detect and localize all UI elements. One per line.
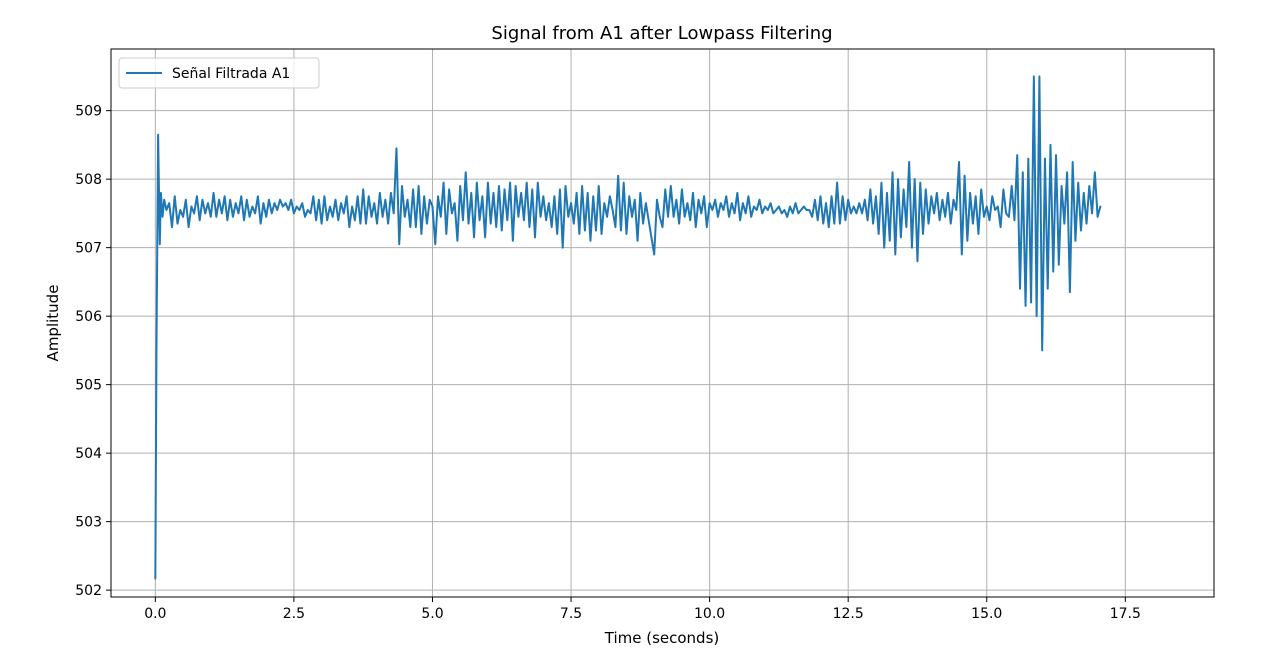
y-tick-label: 508 [75,172,102,188]
legend-label: Señal Filtrada A1 [172,66,290,82]
x-tick-label: 15.0 [971,606,1002,622]
x-tick-label: 12.5 [833,606,864,622]
y-gridlines [111,110,1214,591]
plot-frame [110,48,1215,598]
chart-title: Signal from A1 after Lowpass Filtering [491,23,832,44]
x-tick-label: 5.0 [421,606,443,622]
legend-box [118,57,320,89]
y-tick-label: 504 [75,446,102,462]
y-tick-label: 509 [75,104,102,120]
y-tick-label: 502 [75,583,102,599]
x-tick-label: 10.0 [694,606,725,622]
x-axis-label: Time (seconds) [604,629,720,647]
y-tick-label: 505 [75,378,102,394]
plot-area [111,49,1214,597]
y-tick-label: 506 [75,309,102,325]
x-gridlines [154,49,1126,597]
series-layer [154,75,1102,580]
y-tick-label: 503 [75,515,102,531]
x-tick-label: 0.0 [144,606,166,622]
x-tick-label: 17.5 [1110,606,1141,622]
x-tick-label: 2.5 [283,606,305,622]
series-line [154,75,1102,580]
y-axis-label: Amplitude [44,285,62,362]
legend: Señal Filtrada A1 [118,57,320,89]
y-tick-label: 507 [75,241,102,257]
y-axis-ticks: 502 503 504 505 506 507 508 509 [75,104,111,599]
x-axis-ticks: 0.0 2.5 5.0 7.5 10.0 12.5 15.0 17.5 [144,597,1141,622]
x-tick-label: 7.5 [560,606,582,622]
